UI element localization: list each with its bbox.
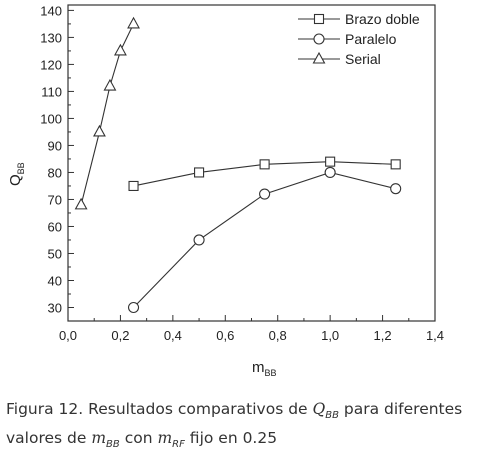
x-tick-label: 0,8 xyxy=(269,328,287,343)
y-tick-label: 70 xyxy=(48,192,62,207)
x-tick-label: 1,2 xyxy=(374,328,392,343)
caption-q-sub: BB xyxy=(325,410,339,422)
y-axis-title: QBB xyxy=(7,162,26,186)
caption-line1-prefix: Figura 12. Resultados comparativos de xyxy=(6,400,313,418)
x-tick-label: 0,4 xyxy=(164,328,182,343)
x-axis-title: mBB xyxy=(252,359,277,378)
figure-caption: Figura 12. Resultados comparativos de QB… xyxy=(6,398,478,456)
x-tick-label: 0,2 xyxy=(111,328,129,343)
circle-data-point xyxy=(324,166,336,179)
triangle-data-point xyxy=(127,16,140,29)
caption-line-2: valores de mBB con mRF fijo en 0.25 xyxy=(6,427,478,456)
plot-area: 0,0 0,2 0,4 0,6 0,8 1,0 1,2 1,4 30 40 50 60 70 80 90 10… xyxy=(40,3,444,343)
legend-label: Serial xyxy=(345,51,381,67)
y-tick-label: 120 xyxy=(40,57,62,72)
y-axis-title-main: Q xyxy=(7,174,24,186)
caption-line1-suffix: para diferentes xyxy=(338,400,463,418)
legend-label: Paralelo xyxy=(345,31,397,47)
y-axis-label: QBB xyxy=(7,162,26,186)
y-tick-label: 110 xyxy=(41,84,62,99)
series-line xyxy=(80,23,135,205)
y-axis-title-sub: BB xyxy=(16,162,26,174)
legend-label: Brazo doble xyxy=(345,11,420,27)
x-tick-label: 1,0 xyxy=(321,328,339,343)
triangle-data-point xyxy=(74,197,88,210)
square-data-point xyxy=(390,159,401,170)
caption-m-bb: m xyxy=(91,429,107,448)
caption-m-rf-sub: RF xyxy=(172,439,185,451)
caption-m-rf: m xyxy=(157,429,173,448)
square-data-point xyxy=(259,159,270,170)
series-brazo-doble xyxy=(128,156,401,192)
caption-line2-suffix: fijo en 0.25 xyxy=(184,429,278,448)
legend: Brazo doble Paralelo Serial xyxy=(298,11,420,67)
series-serial xyxy=(74,16,140,210)
x-tick-label: 0,6 xyxy=(216,328,234,343)
square-data-point xyxy=(325,156,336,167)
triangle-data-point xyxy=(113,43,127,56)
y-tick-label: 140 xyxy=(40,3,62,18)
square-data-point xyxy=(194,167,205,178)
caption-q: Q xyxy=(312,400,326,418)
y-tick-label: 60 xyxy=(48,219,62,234)
caption-line2-prefix: valores de xyxy=(6,429,92,448)
legend-marker-square xyxy=(313,13,325,25)
comparison-chart: QBB mBB 0,0 0,2 0,4 0,6 0,8 1,0 1,2 1,430405060… xyxy=(7,3,444,378)
square-data-point xyxy=(128,180,139,192)
circle-data-point xyxy=(193,234,205,246)
legend-marker-circle xyxy=(313,33,325,45)
caption-m-bb-sub: BB xyxy=(106,439,120,451)
series-paralelo xyxy=(127,166,402,314)
x-axis-title-sub: BB xyxy=(265,368,277,378)
x-axis-title-main: m xyxy=(252,359,265,376)
y-tick-label: 90 xyxy=(48,138,62,153)
x-axis-label: mBB xyxy=(252,359,277,378)
x-tick-label: 0,0 xyxy=(59,328,77,343)
caption-line-1: Figura 12. Resultados comparativos de QB… xyxy=(6,398,478,427)
y-tick-label: 40 xyxy=(48,273,62,288)
legend-marker-triangle xyxy=(312,51,326,64)
y-tick-label: 100 xyxy=(40,111,62,126)
y-tick-label: 130 xyxy=(40,30,62,45)
y-tick-label: 50 xyxy=(48,246,62,261)
circle-data-point xyxy=(127,301,140,314)
circle-data-point xyxy=(390,183,402,195)
triangle-data-point xyxy=(93,124,106,137)
y-tick-label: 80 xyxy=(48,165,62,180)
caption-line2-mid: con xyxy=(119,429,158,448)
triangle-data-point xyxy=(103,78,117,91)
x-tick-label: 1,4 xyxy=(426,328,444,343)
y-tick-label: 30 xyxy=(48,300,62,315)
circle-data-point xyxy=(259,188,271,200)
